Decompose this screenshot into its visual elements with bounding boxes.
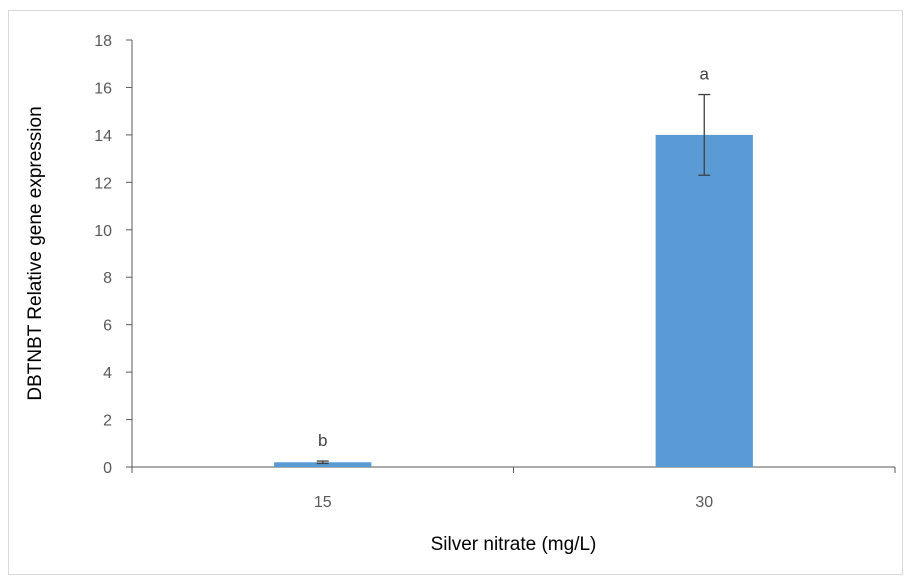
x-tick-label: 30 — [695, 494, 713, 511]
y-tick-label: 8 — [103, 270, 112, 287]
y-tick-label: 10 — [94, 223, 112, 240]
y-axis-ticks: 0 2 4 6 8 10 12 14 16 18 — [94, 33, 132, 477]
chart-frame — [8, 10, 903, 575]
bar — [655, 134, 753, 467]
y-axis-title: DBTNBT Relative gene expression — [25, 106, 46, 400]
significance-labels: ba — [318, 65, 710, 451]
significance-label: a — [700, 65, 710, 84]
significance-label: b — [318, 431, 327, 450]
y-tick-label: 4 — [103, 365, 112, 382]
error-bars — [316, 93, 711, 465]
bar — [274, 462, 372, 467]
y-tick-label: 0 — [103, 460, 112, 477]
y-tick-label: 18 — [94, 33, 112, 50]
x-axis-ticks: 15 30 — [131, 467, 896, 511]
y-tick-label: 6 — [103, 318, 112, 335]
y-tick-label: 2 — [103, 413, 112, 430]
bars — [274, 134, 753, 467]
y-tick-label: 16 — [94, 80, 112, 97]
y-tick-label: 14 — [94, 128, 112, 145]
x-tick-label: 15 — [314, 494, 332, 511]
y-tick-label: 12 — [94, 175, 112, 192]
x-axis-title: Silver nitrate (mg/L) — [431, 534, 597, 555]
